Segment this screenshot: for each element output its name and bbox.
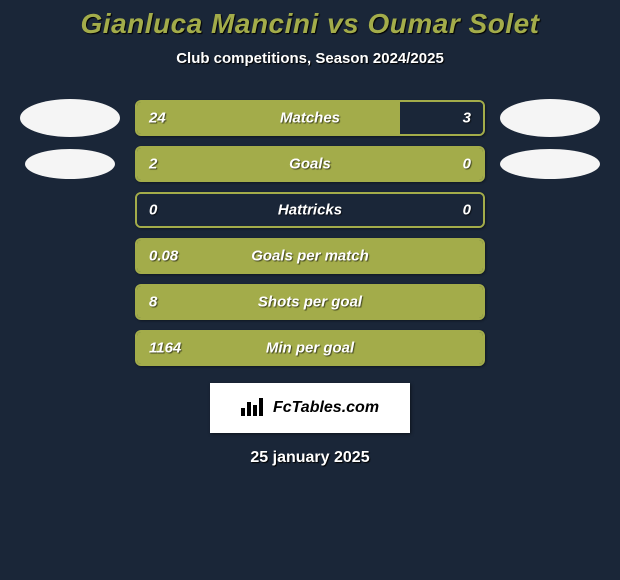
stat-label: Min per goal xyxy=(266,340,354,357)
stat-label: Goals xyxy=(289,156,331,173)
stat-value-left: 2 xyxy=(149,156,157,173)
stat-bar: 0 0 Hattricks xyxy=(135,192,485,228)
subtitle: Club competitions, Season 2024/2025 xyxy=(0,50,620,67)
bar-fill-left xyxy=(137,102,400,134)
team-avatar-left xyxy=(25,149,115,179)
avatar-slot-left xyxy=(5,149,135,179)
page-title: Gianluca Mancini vs Oumar Solet xyxy=(0,8,620,40)
avatar-slot-left xyxy=(5,99,135,137)
stat-label: Shots per goal xyxy=(258,294,362,311)
stat-value-left: 0 xyxy=(149,202,157,219)
stat-value-right: 3 xyxy=(463,110,471,127)
stat-label: Matches xyxy=(280,110,340,127)
avatar-slot-right xyxy=(485,149,615,179)
date-line: 25 january 2025 xyxy=(0,449,620,467)
stat-bar: 24 3 Matches xyxy=(135,100,485,136)
stat-value-left: 0.08 xyxy=(149,248,178,265)
avatar-slot-right xyxy=(485,99,615,137)
stat-row: 8 Shots per goal xyxy=(0,279,620,325)
player-avatar-left xyxy=(20,99,120,137)
stat-bar: 2 0 Goals xyxy=(135,146,485,182)
stat-label: Goals per match xyxy=(251,248,369,265)
stat-bar: 0.08 Goals per match xyxy=(135,238,485,274)
stat-bar: 1164 Min per goal xyxy=(135,330,485,366)
team-avatar-right xyxy=(500,149,600,179)
stat-bar: 8 Shots per goal xyxy=(135,284,485,320)
stat-row: 0.08 Goals per match xyxy=(0,233,620,279)
player-avatar-right xyxy=(500,99,600,137)
stat-value-right: 0 xyxy=(463,156,471,173)
stat-row: 0 0 Hattricks xyxy=(0,187,620,233)
stat-value-left: 1164 xyxy=(149,340,181,357)
stat-value-right: 0 xyxy=(463,202,471,219)
stat-value-left: 8 xyxy=(149,294,157,311)
comparison-card: Gianluca Mancini vs Oumar Solet Club com… xyxy=(0,0,620,580)
stat-row: 1164 Min per goal xyxy=(0,325,620,371)
chart-bars-icon xyxy=(241,396,267,421)
stats-rows: 24 3 Matches 2 0 Goals 0 0 Hattricks 0.08 Goals pe… xyxy=(0,95,620,371)
logo-text: FcTables.com xyxy=(273,399,379,417)
stat-row: 2 0 Goals xyxy=(0,141,620,187)
stat-label: Hattricks xyxy=(278,202,342,219)
stat-row: 24 3 Matches xyxy=(0,95,620,141)
logo-box: FcTables.com xyxy=(210,383,410,433)
stat-value-left: 24 xyxy=(149,110,166,127)
